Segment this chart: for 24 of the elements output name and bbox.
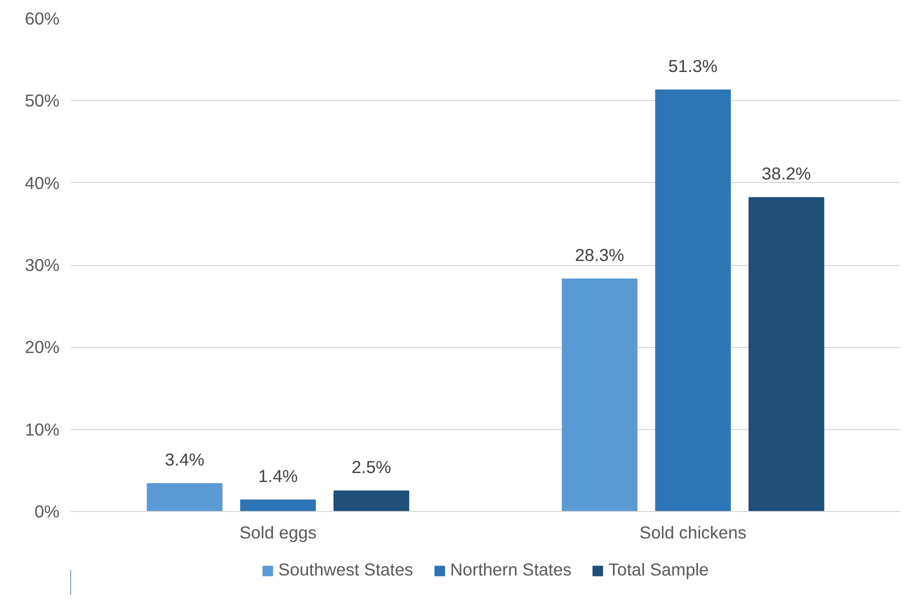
bar	[146, 483, 222, 512]
bar	[655, 89, 731, 512]
y-tick-label: 50%	[24, 90, 60, 111]
legend-label: Southwest States	[278, 560, 414, 580]
y-tick-label: 40%	[24, 172, 60, 193]
legend-label: Northern States	[450, 560, 572, 580]
y-tick-label: 60%	[24, 8, 60, 28]
y-tick-label: 10%	[24, 419, 60, 440]
bar	[562, 278, 638, 512]
data-label: 28.3%	[575, 244, 624, 265]
y-tick-label: 20%	[24, 337, 60, 358]
bar	[334, 490, 410, 512]
y-tick-label: 0%	[34, 502, 60, 522]
data-label: 1.4%	[258, 466, 298, 486]
x-tick-label: Sold eggs	[239, 522, 317, 542]
data-label: 2.5%	[352, 456, 392, 477]
data-label: 51.3%	[668, 56, 718, 76]
x-tick-label: Sold chickens	[640, 522, 747, 542]
bar	[240, 499, 316, 512]
data-label: 3.4%	[164, 450, 204, 470]
data-label: 38.2%	[762, 164, 811, 184]
y-tick-label: 30%	[24, 255, 60, 275]
legend-label: Total Sample	[608, 560, 709, 580]
bar	[748, 197, 824, 512]
